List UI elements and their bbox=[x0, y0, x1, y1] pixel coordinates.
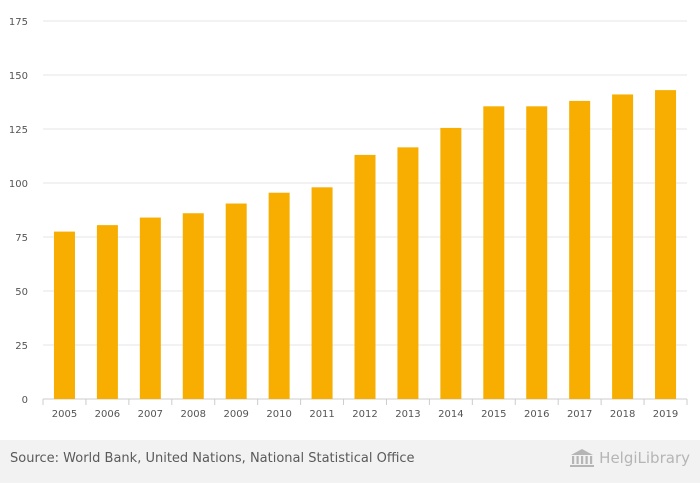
brand-logo: HelgiLibrary bbox=[569, 448, 690, 468]
bar-2017 bbox=[569, 100, 591, 400]
y-tick-label: 50 bbox=[15, 287, 28, 298]
x-tick-label: 2009 bbox=[223, 409, 248, 420]
x-tick-label: 2014 bbox=[438, 409, 463, 420]
footer: Source: World Bank, United Nations, Nati… bbox=[0, 440, 700, 483]
x-tick-label: 2010 bbox=[266, 409, 291, 420]
x-axis-ticks: 2005 2006 2007 2008 2009 2010 2011 2012 2013 2014… bbox=[42, 399, 688, 420]
library-building-icon bbox=[570, 449, 595, 467]
y-tick-label: 175 bbox=[9, 17, 28, 28]
bar-2012 bbox=[354, 154, 376, 399]
y-axis-ticks: 0 25 50 75 100 125 150 175 bbox=[9, 17, 28, 406]
bar-2015 bbox=[483, 106, 505, 399]
x-tick-label: 2016 bbox=[524, 409, 549, 420]
bar-2006 bbox=[96, 225, 118, 399]
y-tick-label: 125 bbox=[9, 125, 28, 136]
brand-name: HelgiLibrary bbox=[599, 449, 690, 467]
y-tick-label: 100 bbox=[9, 179, 28, 190]
x-tick-label: 2011 bbox=[309, 409, 334, 420]
x-tick-label: 2007 bbox=[138, 409, 163, 420]
x-tick-label: 2005 bbox=[52, 409, 77, 420]
x-tick-label: 2017 bbox=[567, 409, 592, 420]
bar-2019 bbox=[655, 90, 677, 400]
bar-2009 bbox=[225, 203, 247, 399]
y-tick-label: 0 bbox=[22, 395, 28, 406]
y-tick-label: 25 bbox=[15, 341, 28, 352]
source-note: Source: World Bank, United Nations, Nati… bbox=[10, 451, 415, 466]
bar-2008 bbox=[182, 213, 204, 399]
bar-2007 bbox=[139, 217, 161, 399]
x-tick-label: 2012 bbox=[352, 409, 377, 420]
bars bbox=[53, 90, 677, 400]
bar-2014 bbox=[440, 127, 462, 400]
y-tick-label: 150 bbox=[9, 71, 28, 82]
bar-2013 bbox=[397, 147, 419, 399]
bar-2011 bbox=[311, 187, 333, 399]
bar-chart: 0 25 50 75 100 125 150 175 2005 2006 2007 2008 2009… bbox=[9, 17, 688, 420]
bar-2010 bbox=[268, 192, 290, 399]
x-tick-label: 2018 bbox=[610, 409, 635, 420]
x-tick-label: 2013 bbox=[395, 409, 420, 420]
x-tick-label: 2019 bbox=[653, 409, 678, 420]
bar-2005 bbox=[53, 231, 75, 399]
x-tick-label: 2015 bbox=[481, 409, 506, 420]
x-tick-label: 2008 bbox=[181, 409, 206, 420]
y-tick-label: 75 bbox=[15, 233, 28, 244]
x-tick-label: 2006 bbox=[95, 409, 120, 420]
bar-2018 bbox=[612, 94, 634, 399]
bar-2016 bbox=[526, 106, 548, 399]
